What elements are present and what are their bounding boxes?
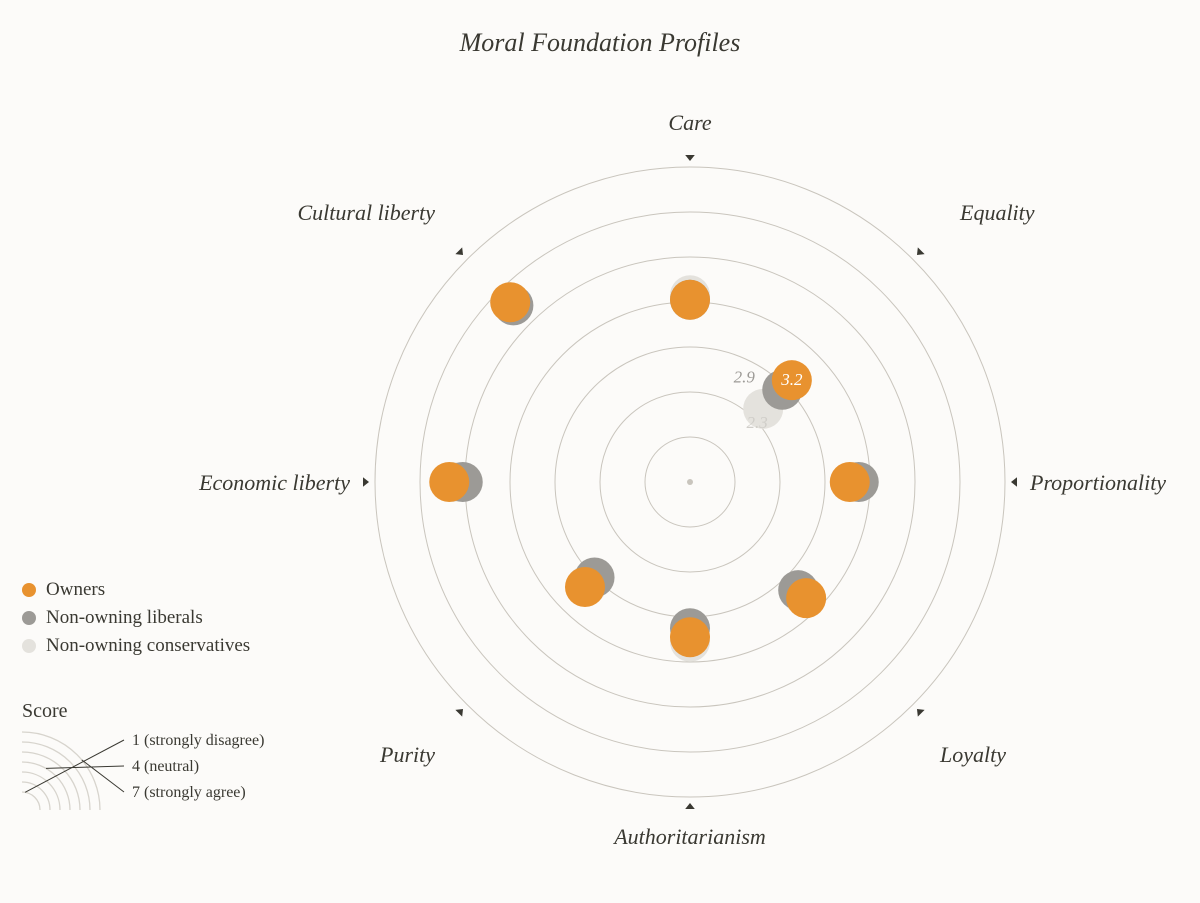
marker-owners-loyalty bbox=[786, 578, 826, 618]
marker-owners-purity bbox=[565, 567, 605, 607]
group-legend: Owners Non-owning liberals Non-owning co… bbox=[22, 576, 250, 660]
legend-swatch bbox=[22, 583, 36, 597]
value-label: 2.3 bbox=[747, 413, 768, 432]
axis-label-proportionality: Proportionality bbox=[1029, 470, 1166, 495]
marker-owners-care bbox=[670, 280, 710, 320]
legend-item: Non-owning conservatives bbox=[22, 632, 250, 660]
marker-owners-proportionality bbox=[830, 462, 870, 502]
score-legend: Score 1 (strongly disagree)4 (neutral)7 … bbox=[22, 700, 68, 731]
axis-label-equality: Equality bbox=[959, 200, 1035, 225]
legend-item: Non-owning liberals bbox=[22, 604, 250, 632]
axis-label-economic_liberty: Economic liberty bbox=[198, 470, 350, 495]
legend-label: Non-owning conservatives bbox=[46, 632, 250, 660]
legend-item: Owners bbox=[22, 576, 250, 604]
axis-label-cultural_liberty: Cultural liberty bbox=[298, 200, 436, 225]
score-legend-row: 4 (neutral) bbox=[132, 758, 199, 775]
legend-swatch bbox=[22, 639, 36, 653]
value-label: 2.9 bbox=[734, 368, 756, 387]
marker-owners-authoritarianism bbox=[670, 617, 710, 657]
axis-label-care: Care bbox=[668, 110, 711, 135]
legend-swatch bbox=[22, 611, 36, 625]
score-legend-arcs: 1 (strongly disagree) 4 (neutral) 7 (stron… bbox=[22, 700, 282, 820]
axis-label-loyalty: Loyalty bbox=[939, 742, 1006, 767]
axis-label-authoritarianism: Authoritarianism bbox=[612, 824, 766, 849]
marker-owners-cultural_liberty bbox=[490, 282, 530, 322]
score-legend-row: 1 (strongly disagree) bbox=[132, 732, 264, 749]
marker-owners-economic_liberty bbox=[429, 462, 469, 502]
value-label: 3.2 bbox=[780, 370, 803, 389]
score-legend-row: 7 (strongly agree) bbox=[132, 784, 246, 801]
axis-label-purity: Purity bbox=[379, 742, 435, 767]
legend-label: Non-owning liberals bbox=[46, 604, 203, 632]
legend-label: Owners bbox=[46, 576, 105, 604]
